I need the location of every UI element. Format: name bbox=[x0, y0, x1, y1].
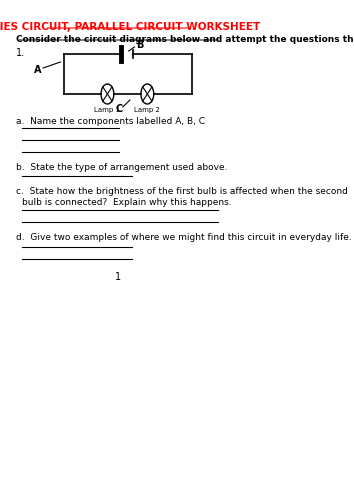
Text: B: B bbox=[136, 40, 143, 50]
Text: A: A bbox=[34, 65, 42, 75]
Text: 1: 1 bbox=[115, 272, 121, 282]
Text: Consider the circuit diagrams below and attempt the questions that follow: Consider the circuit diagrams below and … bbox=[16, 35, 354, 44]
Text: Lamp 1: Lamp 1 bbox=[95, 107, 120, 113]
Text: b.  State the type of arrangement used above.: b. State the type of arrangement used ab… bbox=[16, 163, 228, 172]
Text: d.  Give two examples of where we might find this circuit in everyday life.: d. Give two examples of where we might f… bbox=[16, 233, 352, 242]
Text: C: C bbox=[115, 104, 122, 114]
Text: a.  Name the components labelled A, B, C: a. Name the components labelled A, B, C bbox=[16, 117, 205, 126]
Text: bulb is connected?  Explain why this happens.: bulb is connected? Explain why this happ… bbox=[22, 198, 232, 207]
Text: SERIES CIRCUIT, PARALLEL CIRCUIT WORKSHEET: SERIES CIRCUIT, PARALLEL CIRCUIT WORKSHE… bbox=[0, 22, 260, 32]
Text: c.  State how the brightness of the first bulb is affected when the second: c. State how the brightness of the first… bbox=[16, 187, 348, 196]
Text: Lamp 2: Lamp 2 bbox=[135, 107, 160, 113]
Text: 1.: 1. bbox=[16, 48, 25, 58]
